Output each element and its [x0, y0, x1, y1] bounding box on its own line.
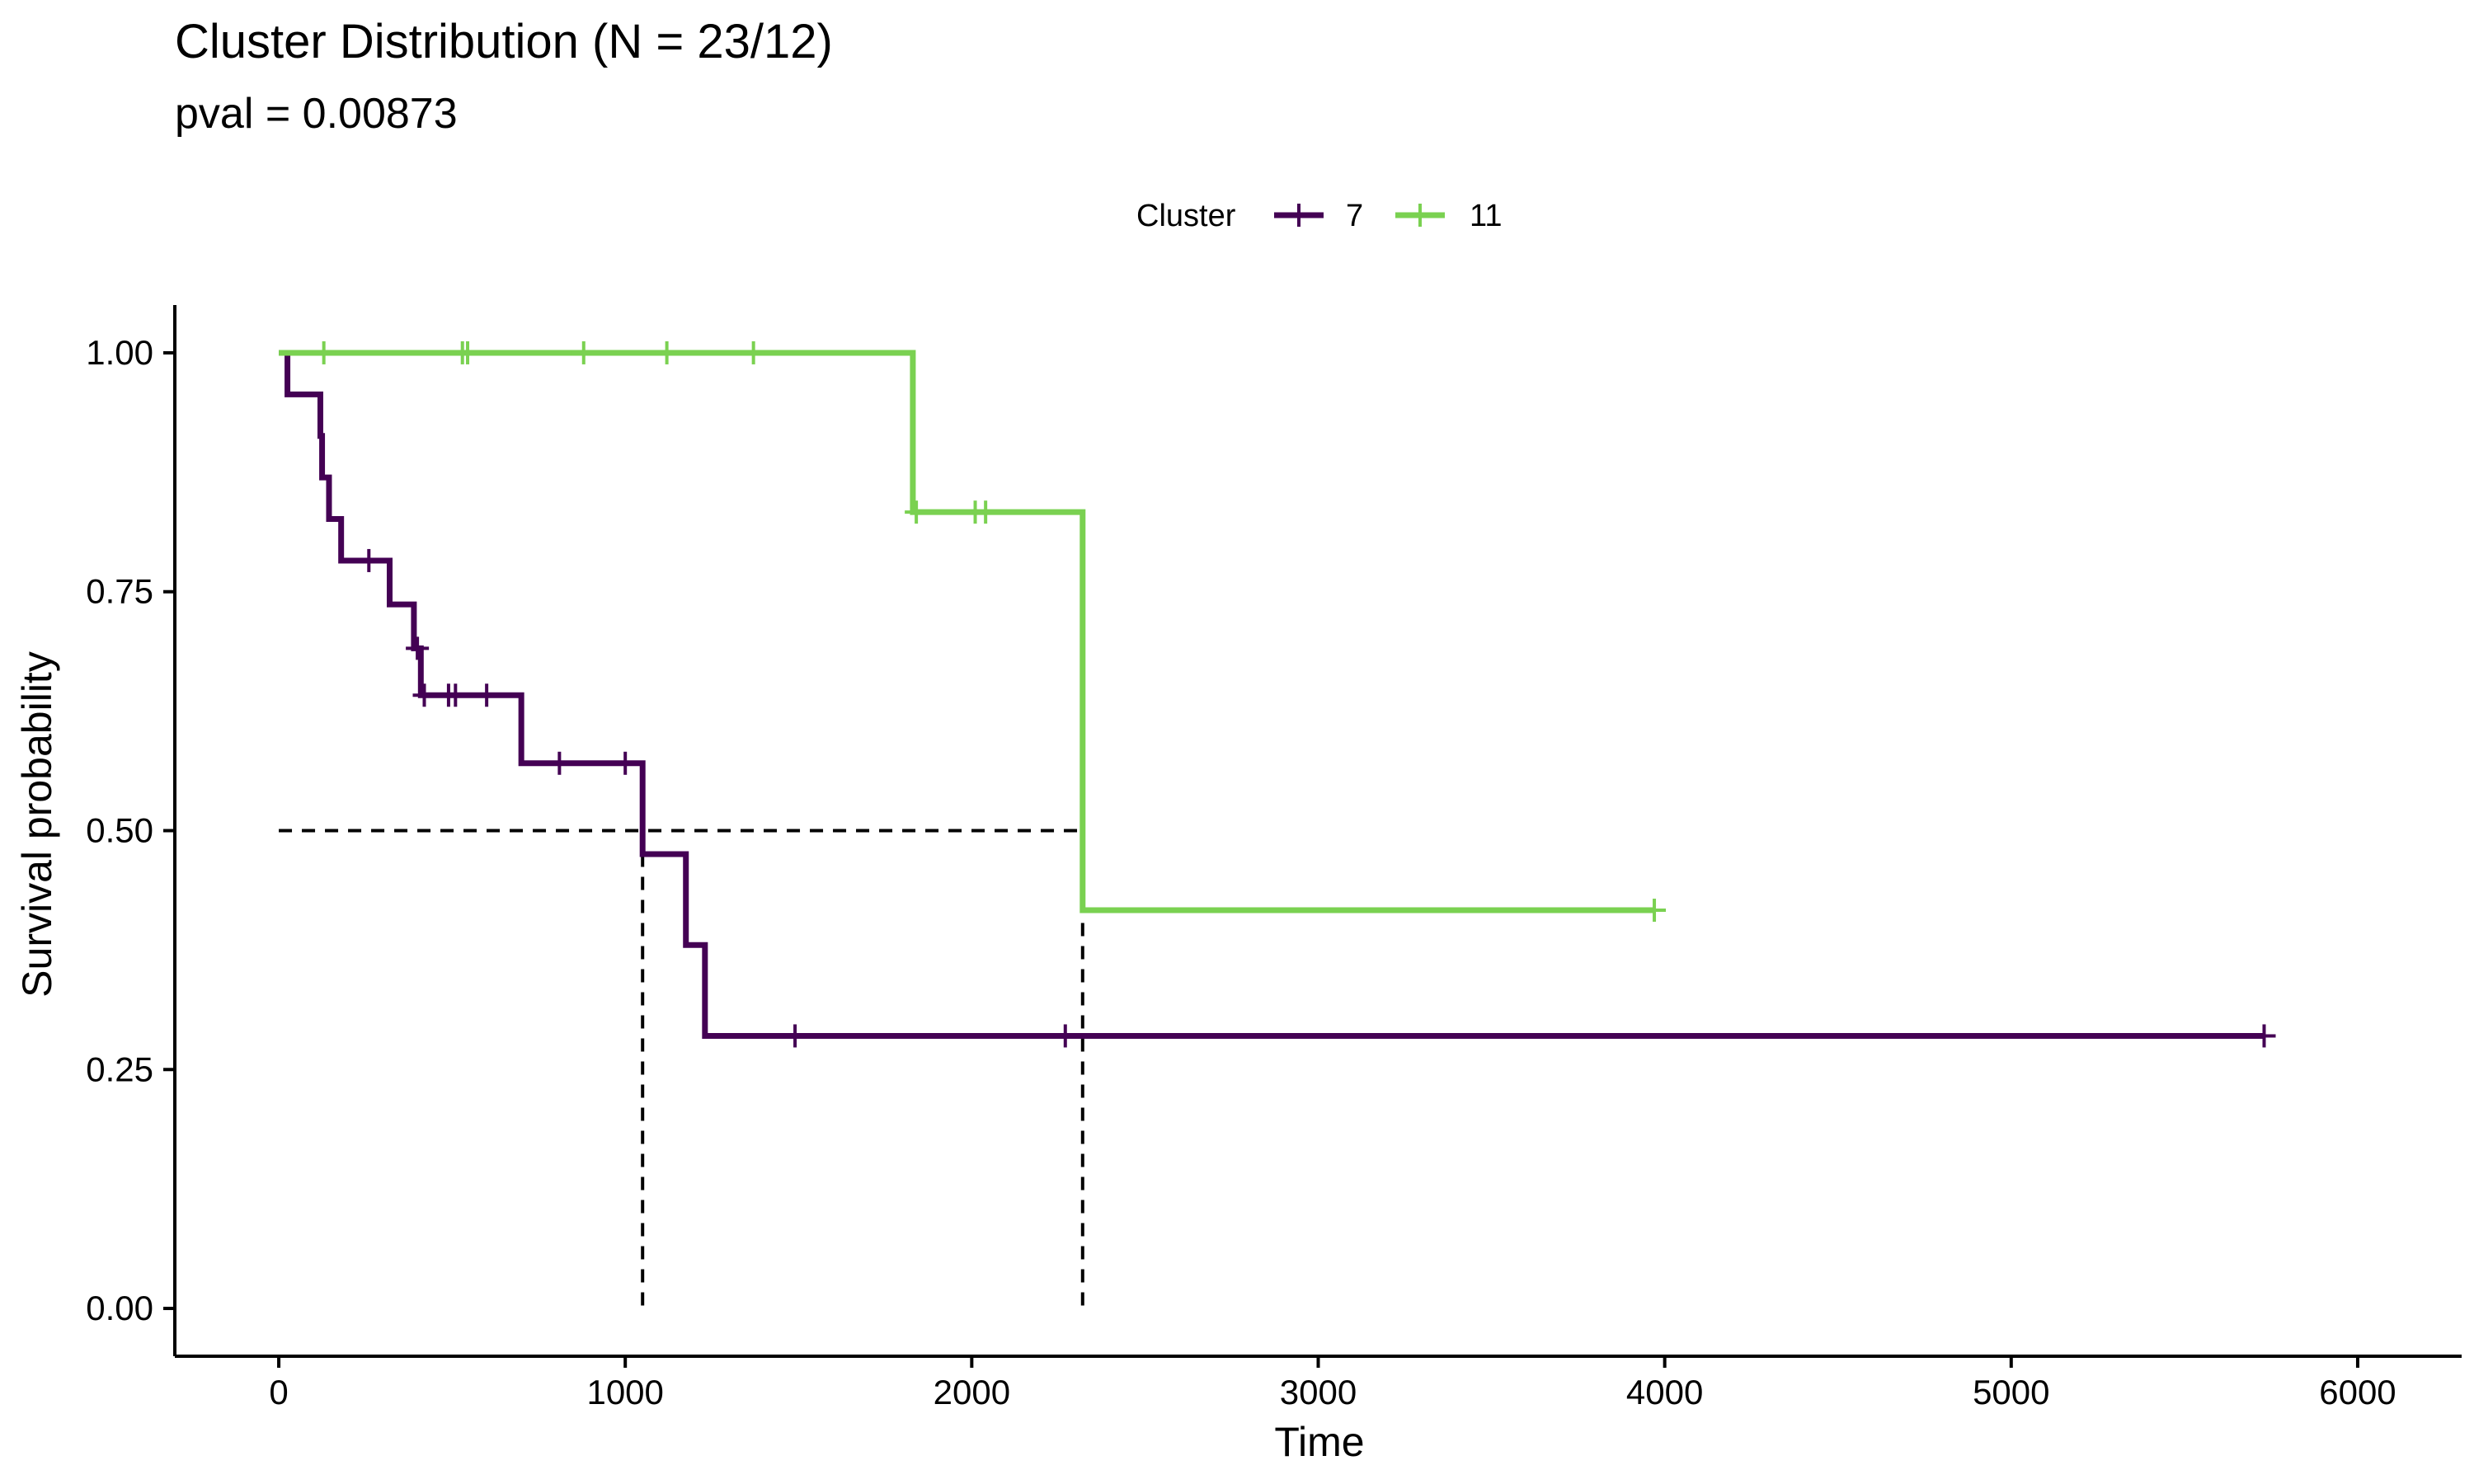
- x-tick-label: 5000: [1973, 1373, 2049, 1411]
- survival-curve-cluster-7: [279, 350, 2265, 1039]
- x-tick-label: 4000: [1626, 1373, 1703, 1411]
- plot-area: [279, 340, 2276, 1309]
- y-tick-label: 1.00: [86, 333, 153, 372]
- legend-title: Cluster: [1136, 199, 1236, 233]
- x-tick-label: 3000: [1280, 1373, 1357, 1411]
- y-tick-label: 0.00: [86, 1289, 153, 1327]
- legend-label-cluster-11: 11: [1470, 199, 1502, 233]
- x-tick-label: 1000: [586, 1373, 663, 1411]
- x-tick-label: 0: [269, 1373, 288, 1411]
- legend: Cluster 7 11: [1136, 199, 1502, 233]
- x-tick-label: 2000: [934, 1373, 1010, 1411]
- y-axis-title: Survival probability: [14, 651, 60, 998]
- axes: 0 1000 2000 3000 4000 5000 6000 0.00 0.25 0.50 0.7…: [86, 305, 2462, 1411]
- x-tick-label: 6000: [2319, 1373, 2396, 1411]
- survival-curve-cluster-11: [279, 350, 1655, 913]
- chart-title: Cluster Distribution (N = 23/12): [175, 15, 833, 68]
- y-tick-label: 0.25: [86, 1050, 153, 1088]
- legend-label-cluster-7: 7: [1346, 199, 1363, 233]
- x-axis-title: Time: [1274, 1419, 1364, 1465]
- y-tick-label: 0.50: [86, 811, 153, 850]
- y-tick-label: 0.75: [86, 572, 153, 611]
- chart-subtitle: pval = 0.00873: [175, 90, 458, 138]
